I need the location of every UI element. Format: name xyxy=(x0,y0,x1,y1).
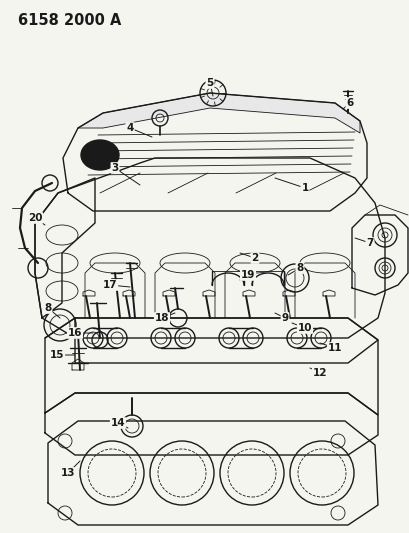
Text: 3: 3 xyxy=(111,163,118,173)
Text: 6: 6 xyxy=(346,98,353,108)
Text: 19: 19 xyxy=(240,270,254,280)
Text: 6158 2000 A: 6158 2000 A xyxy=(18,13,121,28)
Polygon shape xyxy=(48,421,377,525)
Text: 10: 10 xyxy=(297,323,312,333)
Text: 2: 2 xyxy=(251,253,258,263)
Polygon shape xyxy=(35,158,384,338)
Text: 7: 7 xyxy=(365,238,373,248)
Text: 17: 17 xyxy=(102,280,117,290)
Text: 15: 15 xyxy=(49,350,64,360)
Text: 8: 8 xyxy=(296,263,303,273)
Polygon shape xyxy=(45,393,377,455)
Text: 8: 8 xyxy=(44,303,52,313)
Text: 4: 4 xyxy=(126,123,133,133)
Polygon shape xyxy=(45,318,377,415)
Text: 18: 18 xyxy=(154,313,169,323)
Text: 5: 5 xyxy=(206,78,213,88)
Polygon shape xyxy=(351,215,407,295)
Text: 13: 13 xyxy=(61,468,75,478)
Text: 1: 1 xyxy=(301,183,308,193)
Text: 12: 12 xyxy=(312,368,326,378)
Text: 16: 16 xyxy=(67,328,82,338)
Ellipse shape xyxy=(81,140,119,170)
Polygon shape xyxy=(78,93,359,133)
Polygon shape xyxy=(75,318,377,363)
Polygon shape xyxy=(63,93,366,211)
Text: 14: 14 xyxy=(110,418,125,428)
Text: 9: 9 xyxy=(281,313,288,323)
Text: 11: 11 xyxy=(327,343,342,353)
Text: 20: 20 xyxy=(28,213,42,223)
Polygon shape xyxy=(35,178,95,318)
